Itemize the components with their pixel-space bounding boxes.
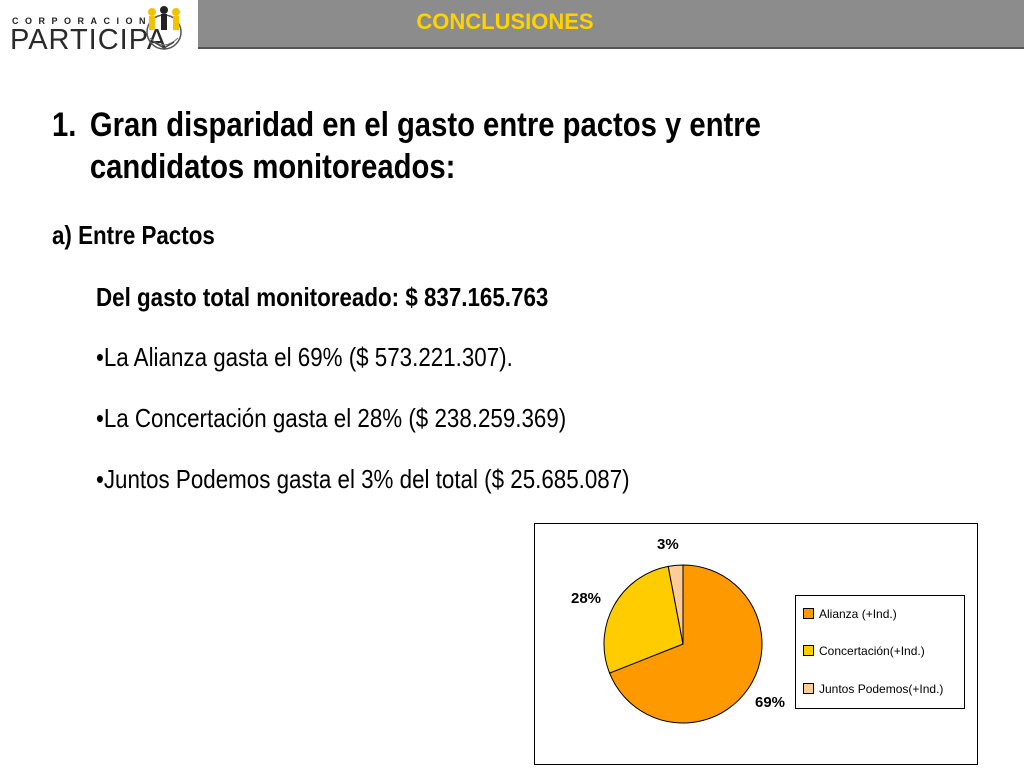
heading-number: 1.: [52, 106, 77, 144]
pie-slice-concertacion: [603, 565, 684, 674]
bullet-concertacion: •La Concertación gasta el 28% ($ 238.259…: [96, 403, 567, 433]
pie-chart: 69% 28% 3% Alianza (+Ind.) Concertación(+I…: [534, 523, 978, 765]
participa-logo: CORPORACION PARTICIPA: [8, 2, 188, 60]
legend-item-alianza: Alianza (+Ind.): [803, 607, 897, 621]
legend-item-concertacion: Concertación(+Ind.): [803, 644, 925, 658]
chart-legend: Alianza (+Ind.) Concertación(+Ind.) Junt…: [795, 595, 965, 709]
page-title: CONCLUSIONES: [416, 9, 594, 34]
bullet-juntos-podemos: •Juntos Podemos gasta el 3% del total ($…: [96, 464, 630, 494]
pie-label-concertacion: 28%: [571, 590, 602, 607]
people-group-icon: [146, 6, 182, 50]
legend-label-juntos-podemos: Juntos Podemos(+Ind.): [819, 682, 944, 696]
heading-line-1: Gran disparidad en el gasto entre pactos…: [89, 106, 761, 144]
subheading: a) Entre Pactos: [52, 220, 215, 250]
legend-label-concertacion: Concertación(+Ind.): [819, 644, 925, 658]
total-spending: Del gasto total monitoreado: $ 837.165.7…: [96, 282, 549, 312]
pie-chart-svg: [603, 564, 763, 724]
pie-slice-alianza: [608, 564, 763, 724]
pie-label-juntos-podemos: 3%: [657, 536, 679, 553]
title-bar: CONCLUSIONES: [198, 0, 1024, 49]
bullet-alianza: •La Alianza gasta el 69% ($ 573.221.307)…: [96, 342, 513, 372]
legend-item-juntos-podemos: Juntos Podemos(+Ind.): [803, 682, 943, 696]
logo-small-text: CORPORACION: [12, 16, 153, 26]
pie-slice-juntos-podemos: [667, 564, 684, 645]
legend-swatch-alianza: [803, 608, 814, 619]
logo-big-text: PARTICIPA: [10, 24, 168, 56]
legend-label-alianza: Alianza (+Ind.): [819, 607, 897, 621]
heading-line-2: candidatos monitoreados:: [89, 148, 456, 186]
legend-swatch-concertacion: [803, 645, 814, 656]
legend-swatch-juntos-podemos: [803, 683, 814, 694]
pie-label-alianza: 69%: [755, 694, 786, 711]
